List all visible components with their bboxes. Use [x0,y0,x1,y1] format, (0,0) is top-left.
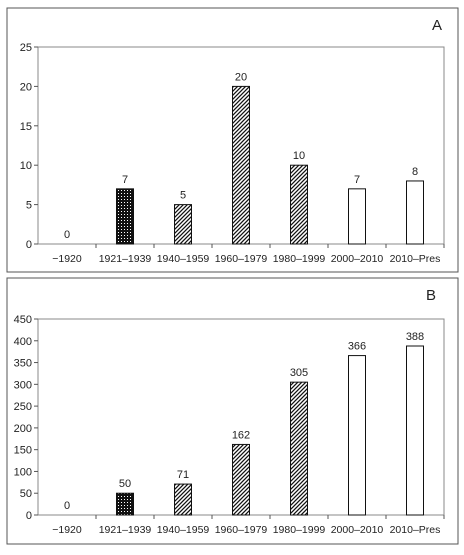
bar [232,443,250,516]
x-tick-label: 2000–2010 [331,253,384,265]
bar [116,492,134,516]
bar [406,180,424,245]
data-label: 366 [348,341,366,353]
panel-label: A [432,17,442,34]
data-label: 7 [122,174,128,186]
x-tick-label: −1920 [52,253,82,265]
data-label: 162 [232,429,250,441]
x-tick-label: 1940–1959 [157,253,210,265]
y-tick-label: 400 [14,336,32,348]
bar [290,381,308,516]
data-label: 0 [64,229,70,241]
panel-b: B 0 50 100 150 200 250 300 350 400 450 0 −1920 50 1921… [6,277,459,545]
data-label: 8 [412,166,418,178]
y-tick-label: 15 [20,121,32,133]
x-tick-label: 1921–1939 [99,524,152,536]
y-tick-label: 450 [14,314,32,326]
x-tick-label: 2010–Pres [390,524,441,536]
y-tick-label: 10 [20,160,32,172]
y-tick-label: 150 [14,445,32,457]
data-label: 5 [180,190,186,202]
y-tick-label: 300 [14,379,32,391]
data-label: 50 [119,478,131,490]
x-tick-label: 2010–Pres [390,253,441,265]
x-tick-label: 1940–1959 [157,524,210,536]
panel-frame [6,7,459,273]
panel-a: A05101520250−192071921–193951940–1959201… [6,7,459,273]
y-tick-label: 350 [14,358,32,370]
x-tick-label: 1921–1939 [99,253,152,265]
y-tick-label: 250 [14,401,32,413]
x-tick-label: 1960–1979 [215,253,268,265]
x-tick-label: 1980–1999 [273,253,326,265]
x-tick-label: 2000–2010 [331,524,384,536]
data-label: 20 [235,71,247,83]
y-tick-label: 100 [14,466,32,478]
data-label: 305 [290,367,308,379]
panel-frame [6,277,459,545]
bar [348,188,366,245]
data-label: 71 [177,469,189,481]
y-tick-label: 20 [20,81,32,93]
y-tick-label: 5 [26,200,32,212]
x-tick-label: 1960–1979 [215,524,268,536]
bar [174,483,192,516]
y-tick-label: 0 [26,510,32,522]
bar [174,204,192,245]
bar [406,345,424,516]
y-tick-label: 50 [20,488,32,500]
y-tick-label: 200 [14,423,32,435]
y-tick-label: 0 [26,239,32,251]
bar [348,355,366,516]
panel-label: B [426,287,436,304]
bar [232,85,250,245]
bar [290,164,308,245]
x-tick-label: −1920 [52,524,82,536]
y-tick-label: 25 [20,42,32,54]
data-label: 0 [64,500,70,512]
data-label: 388 [406,331,424,343]
x-tick-label: 1980–1999 [273,524,326,536]
data-label: 7 [354,174,360,186]
bar [116,188,134,245]
data-label: 10 [293,150,305,162]
